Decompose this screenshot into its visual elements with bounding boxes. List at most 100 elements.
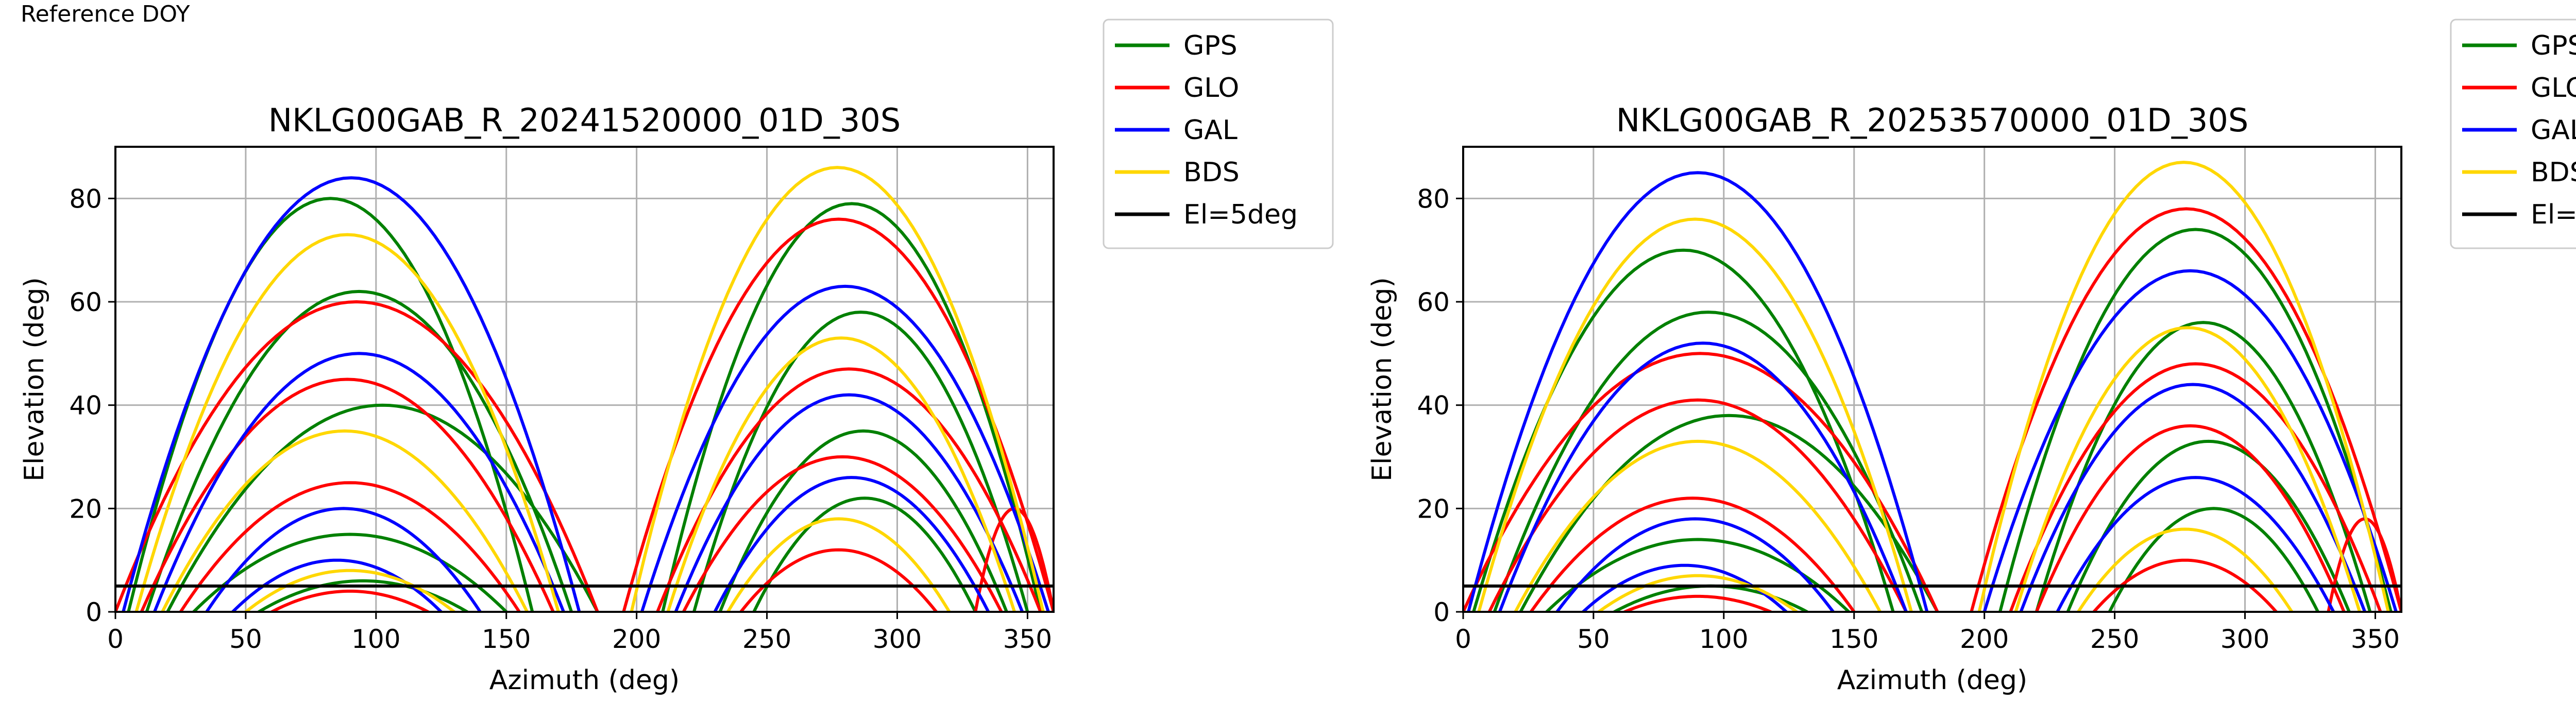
gal-track bbox=[674, 393, 1024, 612]
gal-track bbox=[2056, 476, 2335, 612]
gal-track bbox=[1498, 341, 1908, 612]
x-tick-label: 300 bbox=[873, 624, 922, 654]
bds-track bbox=[630, 166, 1045, 612]
x-tick-label: 300 bbox=[2221, 624, 2269, 654]
gal-track bbox=[122, 176, 581, 612]
y-tick-label: 60 bbox=[69, 287, 102, 317]
x-tick-label: 150 bbox=[482, 624, 531, 654]
x-tick-label: 250 bbox=[742, 624, 791, 654]
gal-track bbox=[713, 476, 990, 612]
legend-label: GPS bbox=[2531, 30, 2576, 61]
reference-doy-label: Reference DOY bbox=[21, 1, 190, 27]
bds-track bbox=[2076, 527, 2294, 612]
legend: GPS GLO GAL BDS El=5deg bbox=[2450, 19, 2576, 249]
track-layer bbox=[115, 166, 1054, 612]
legend-label: GAL bbox=[2531, 115, 2576, 146]
glo-track bbox=[622, 217, 1054, 612]
gal-track bbox=[205, 507, 482, 612]
glo-track bbox=[2009, 362, 2382, 612]
y-tick-label: 60 bbox=[1417, 287, 1450, 317]
gps-track bbox=[192, 533, 508, 612]
chart-panel-left: 0 50 100 150 200 250 300 350 0 20 40 60 80 NKLG00GAB_… bbox=[19, 19, 1334, 696]
x-axis-label: Azimuth (deg) bbox=[1837, 665, 2027, 696]
gps-track bbox=[2066, 439, 2351, 612]
gal-track bbox=[640, 284, 1050, 612]
gps-track bbox=[166, 403, 599, 612]
legend: GPS GLO GAL BDS El=5deg bbox=[1103, 19, 1334, 249]
gps-track bbox=[718, 429, 1008, 612]
glo-track bbox=[2035, 424, 2346, 612]
chart-title: NKLG00GAB_R_20253570000_01D_30S bbox=[1616, 101, 2248, 139]
bds-track bbox=[726, 517, 951, 612]
legend-label: El=5deg bbox=[1183, 199, 1298, 230]
gps-track bbox=[1493, 311, 1924, 612]
legend-box bbox=[1103, 19, 1334, 249]
glo-track bbox=[656, 367, 1042, 612]
glo-track bbox=[140, 378, 555, 612]
glo-track bbox=[270, 589, 430, 612]
gps-track bbox=[1998, 228, 2393, 612]
gps-track bbox=[752, 496, 977, 612]
glo-track bbox=[1623, 594, 1772, 612]
gal-track bbox=[152, 352, 565, 612]
x-tick-label: 250 bbox=[2090, 624, 2139, 654]
gps-track bbox=[692, 311, 1029, 612]
x-tick-label: 50 bbox=[1577, 624, 1610, 654]
y-tick-label: 20 bbox=[69, 494, 102, 524]
y-tick-label: 0 bbox=[1433, 597, 1450, 627]
chart-title: NKLG00GAB_R_20241520000_01D_30S bbox=[268, 101, 901, 139]
x-axis-label: Azimuth (deg) bbox=[489, 665, 680, 696]
plot-frame bbox=[1462, 146, 2402, 613]
legend-label: El=5deg bbox=[2531, 199, 2576, 230]
gps-track bbox=[2108, 507, 2320, 612]
chart-panel-right: 0 50 100 150 200 250 300 350 0 20 40 60 80 NKLG00GAB_… bbox=[1367, 19, 2576, 696]
x-tick-label: 50 bbox=[229, 624, 262, 654]
x-tick-label: 200 bbox=[1960, 624, 2009, 654]
bds-track bbox=[1977, 161, 2390, 612]
bds-track bbox=[244, 569, 456, 612]
gal-track bbox=[1982, 269, 2398, 612]
legend-label: GLO bbox=[1183, 73, 1239, 104]
glo-track bbox=[1463, 352, 1939, 612]
bds-track bbox=[1477, 217, 1913, 612]
gal-track bbox=[1467, 171, 1929, 612]
y-tick-label: 40 bbox=[69, 391, 102, 421]
legend-label: GLO bbox=[2531, 73, 2576, 104]
bds-track bbox=[1514, 439, 1882, 612]
y-tick-label: 20 bbox=[1417, 494, 1450, 524]
glo-track bbox=[1487, 398, 1908, 612]
bds-track bbox=[1597, 574, 1799, 612]
gal-track bbox=[1555, 517, 1835, 612]
bds-track bbox=[666, 336, 1016, 612]
glo-track bbox=[179, 481, 521, 612]
y-tick-label: 80 bbox=[69, 184, 102, 214]
legend-label: BDS bbox=[1183, 157, 1240, 188]
y-tick-label: 40 bbox=[1417, 391, 1450, 421]
legend-label: BDS bbox=[2531, 157, 2576, 188]
x-tick-label: 0 bbox=[1455, 624, 1471, 654]
glo-track bbox=[2092, 558, 2278, 612]
y-axis-label: Elevation (deg) bbox=[1367, 277, 1398, 482]
track-layer bbox=[1463, 161, 2401, 612]
x-tick-label: 0 bbox=[107, 624, 124, 654]
glo-track bbox=[115, 300, 599, 612]
x-tick-label: 350 bbox=[1003, 624, 1052, 654]
x-tick-label: 100 bbox=[1699, 624, 1748, 654]
legend-label: GPS bbox=[1183, 30, 1238, 61]
bds-track bbox=[161, 429, 529, 612]
x-tick-label: 350 bbox=[2351, 624, 2400, 654]
glo-track bbox=[1529, 496, 1856, 612]
bds-track bbox=[134, 233, 560, 612]
plot-frame bbox=[114, 146, 1055, 613]
y-tick-label: 80 bbox=[1417, 184, 1450, 214]
y-axis-label: Elevation (deg) bbox=[19, 277, 50, 482]
gps-track bbox=[2035, 321, 2372, 612]
gal-track bbox=[2019, 383, 2367, 612]
x-tick-label: 200 bbox=[612, 624, 661, 654]
legend-label: GAL bbox=[1183, 115, 1238, 146]
x-tick-label: 100 bbox=[351, 624, 400, 654]
legend-box bbox=[2450, 19, 2576, 249]
glo-track bbox=[682, 455, 1003, 612]
x-tick-label: 150 bbox=[1829, 624, 1878, 654]
